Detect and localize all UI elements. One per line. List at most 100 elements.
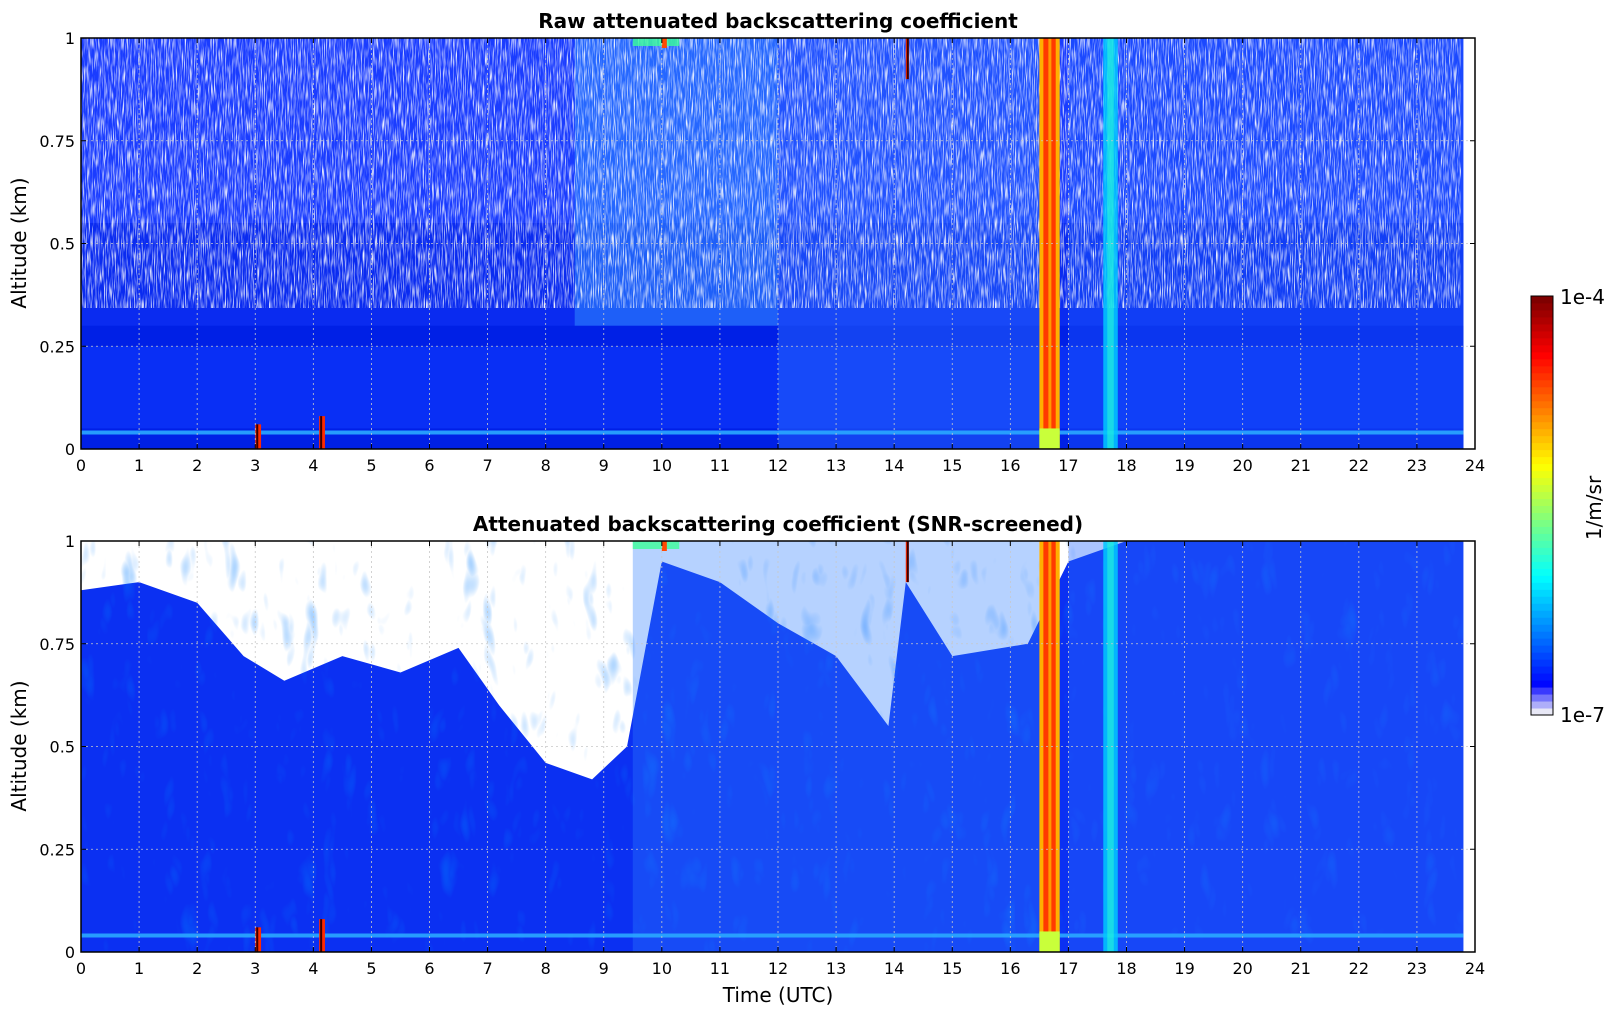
x-tick-label: 10 <box>652 959 672 978</box>
colorbar-cell <box>1531 582 1553 590</box>
x-tick-label: 22 <box>1349 456 1369 475</box>
x-tick-label: 11 <box>710 959 730 978</box>
colorbar-cell <box>1531 456 1553 465</box>
x-tick-label: 13 <box>826 456 846 475</box>
x-tick-label: 6 <box>424 959 434 978</box>
colorbar-cell <box>1531 673 1553 681</box>
x-tick-label: 21 <box>1291 959 1311 978</box>
colorbar-cell <box>1531 540 1553 548</box>
top-patch <box>632 38 680 46</box>
peak-core <box>256 927 259 952</box>
y-tick-label: 0 <box>65 943 75 962</box>
fill-layer <box>81 346 1464 429</box>
colorbar-cell <box>1531 575 1553 583</box>
colorbar-cell <box>1531 358 1553 367</box>
colorbar-cell <box>1531 421 1553 430</box>
colorbar-max-label: 1e-4 <box>1560 285 1605 309</box>
colorbar-cell <box>1531 547 1553 555</box>
y-tick-label: 0.25 <box>39 840 75 859</box>
x-tick-label: 4 <box>308 959 318 978</box>
colorbar-cell <box>1531 512 1553 520</box>
colorbar-cell <box>1531 372 1553 381</box>
panel-screened-y-ticks: 0 0.25 0.5 0.75 1 <box>39 532 1475 962</box>
colorbar-cell <box>1531 477 1553 486</box>
x-tick-label: 12 <box>768 959 788 978</box>
x-tick-label: 3 <box>250 456 260 475</box>
colorbar-cell <box>1531 379 1553 388</box>
band-intense-streak <box>1048 38 1052 449</box>
band-intense-base <box>1039 428 1060 449</box>
colorbar-cell <box>1531 498 1553 506</box>
x-tick-label: 13 <box>826 959 846 978</box>
colorbar-cell <box>1531 449 1553 458</box>
colorbar-cell <box>1531 351 1553 360</box>
x-tick-label: 10 <box>652 456 672 475</box>
x-tick-label: 24 <box>1465 456 1485 475</box>
colorbar-cell <box>1531 296 1553 304</box>
x-tick-label: 17 <box>1058 456 1078 475</box>
colorbar-cell <box>1531 701 1553 709</box>
top-patch-core <box>661 541 667 551</box>
panel-screened-x-ticks: 0 1 2 3 4 5 6 7 8 9 10 11 12 13 14 15 16 17 18 19 20 21 22 23 24 <box>76 541 1485 978</box>
y-tick-label: 0 <box>65 440 75 459</box>
x-tick-label: 23 <box>1407 456 1427 475</box>
x-tick-label: 16 <box>1000 456 1020 475</box>
x-tick-label: 5 <box>366 456 376 475</box>
colorbar-cell <box>1531 407 1553 416</box>
x-tick-label: 4 <box>308 456 318 475</box>
y-tick-label: 1 <box>65 532 75 551</box>
x-tick-label: 9 <box>599 959 609 978</box>
y-tick-label: 0.75 <box>39 132 75 151</box>
colorbar-cell <box>1531 694 1553 702</box>
colorbar-cell <box>1531 344 1553 353</box>
colorbar-cell <box>1531 526 1553 534</box>
colorbar-cell <box>1531 428 1553 437</box>
panel-raw-x-ticks: 0 1 2 3 4 5 6 7 8 9 10 11 12 13 14 15 16 17 18 19 20 21 22 23 24 <box>76 38 1485 475</box>
colorbar-cell <box>1531 463 1553 472</box>
colorbar-cell <box>1531 652 1553 660</box>
colorbar-cell <box>1531 624 1553 632</box>
x-tick-label: 5 <box>366 959 376 978</box>
colorbar-cell <box>1531 442 1553 451</box>
top-patch <box>632 541 680 549</box>
y-tick-label: 1 <box>65 29 75 48</box>
x-tick-label: 19 <box>1174 959 1194 978</box>
x-tick-label: 18 <box>1116 456 1136 475</box>
colorbar-cell <box>1531 400 1553 409</box>
colorbar-cell <box>1531 617 1553 625</box>
x-tick-label: 9 <box>599 456 609 475</box>
panel-screened-ylabel: Altitude (km) <box>7 680 31 811</box>
peak-core <box>320 919 323 952</box>
panel-screened-title: Attenuated backscattering coefficient (S… <box>473 512 1083 536</box>
x-tick-label: 3 <box>250 959 260 978</box>
peak-core <box>320 416 323 449</box>
colorbar-cell <box>1531 309 1553 318</box>
x-tick-label: 7 <box>482 959 492 978</box>
colorbar-cell <box>1531 470 1553 479</box>
band-moderate-core <box>1107 541 1114 952</box>
panel-screened-xlabel: Time (UTC) <box>722 983 834 1007</box>
colorbar-cell <box>1531 302 1553 311</box>
x-tick-label: 17 <box>1058 959 1078 978</box>
colorbar-gradient <box>1531 296 1553 716</box>
peak-core <box>906 38 909 80</box>
colorbar-cell <box>1531 603 1553 611</box>
peak-core <box>906 541 909 583</box>
colorbar-cell <box>1531 393 1553 402</box>
colorbar-cell <box>1531 330 1553 339</box>
x-tick-label: 7 <box>482 456 492 475</box>
colorbar-cell <box>1531 337 1553 346</box>
colorbar-cell <box>1531 491 1553 500</box>
x-tick-label: 19 <box>1174 456 1194 475</box>
colorbar-cell <box>1531 323 1553 332</box>
colorbar-cell <box>1531 554 1553 562</box>
colorbar-cell <box>1531 638 1553 646</box>
colorbar-cell <box>1531 596 1553 604</box>
colorbar-cell <box>1531 610 1553 618</box>
panel-raw-title: Raw attenuated backscattering coefficien… <box>538 9 1018 33</box>
panel-screened: Attenuated backscattering coefficient (S… <box>7 512 1485 1007</box>
panel-raw-y-ticks: 0 0.25 0.5 0.75 1 <box>39 29 1475 459</box>
x-tick-label: 8 <box>541 456 551 475</box>
colorbar-min-label: 1e-7 <box>1560 703 1605 727</box>
